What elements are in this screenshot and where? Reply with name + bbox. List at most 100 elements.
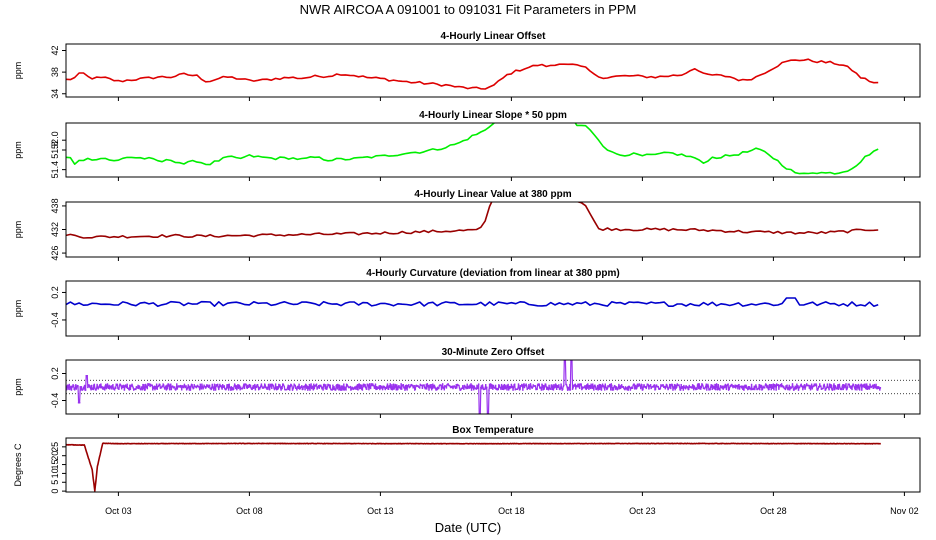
data-point	[527, 387, 530, 390]
data-point	[470, 389, 473, 391]
data-point	[344, 386, 346, 388]
data-point	[584, 387, 587, 390]
data-point	[271, 387, 273, 390]
data-point	[708, 389, 710, 391]
data-point	[300, 386, 302, 388]
data-point	[137, 384, 139, 387]
panel-3: 4-Hourly Linear Value at 380 ppm ppm 426 43…	[13, 189, 921, 261]
data-point	[251, 388, 253, 391]
data-point	[273, 388, 276, 391]
data-point	[349, 386, 351, 389]
data-point	[793, 389, 795, 391]
y-axis-label: ppm	[13, 300, 23, 318]
data-point	[298, 383, 300, 386]
data-point	[376, 388, 378, 390]
data-point	[485, 388, 487, 390]
data-point	[803, 384, 806, 386]
data-point	[595, 388, 598, 391]
data-point	[432, 384, 435, 387]
data-point	[790, 387, 792, 390]
data-point	[274, 387, 276, 390]
data-point	[308, 383, 311, 386]
data-point	[852, 384, 855, 386]
data-point	[799, 384, 802, 386]
data-point	[292, 386, 295, 389]
data-point	[521, 384, 524, 387]
data-point	[748, 386, 751, 388]
data-point	[142, 388, 145, 390]
data-point	[72, 384, 75, 387]
data-point	[718, 387, 721, 390]
data-point	[474, 386, 476, 389]
data-point	[250, 387, 252, 389]
data-point	[507, 383, 509, 386]
data-point	[190, 385, 192, 388]
data-point	[339, 389, 342, 391]
data-point	[700, 386, 703, 389]
data-point	[259, 388, 261, 390]
data-point	[481, 388, 483, 390]
data-point	[555, 384, 557, 386]
data-point	[851, 388, 853, 391]
data-point	[354, 386, 356, 388]
data-point	[235, 387, 237, 390]
data-point	[433, 387, 435, 389]
data-point	[230, 386, 233, 388]
data-point	[456, 387, 458, 389]
data-point	[630, 387, 632, 390]
data-point	[263, 383, 266, 385]
data-point	[201, 385, 204, 388]
data-point	[421, 387, 424, 389]
data-point	[380, 387, 382, 389]
data-point	[243, 383, 245, 385]
data-point	[796, 383, 798, 385]
data-point	[818, 386, 820, 388]
data-point	[346, 383, 348, 386]
data-point	[84, 389, 87, 391]
data-point	[683, 384, 685, 387]
data-point	[488, 389, 490, 391]
data-point	[613, 386, 615, 388]
data-point	[743, 385, 746, 387]
plot-area	[66, 58, 879, 90]
data-point	[233, 385, 235, 388]
data-point	[207, 386, 210, 389]
data-point	[91, 388, 93, 390]
data-point	[455, 387, 457, 390]
data-point	[124, 384, 127, 386]
data-point	[119, 383, 121, 385]
data-point	[614, 385, 616, 387]
data-point	[385, 387, 388, 390]
data-point	[590, 383, 592, 385]
data-point	[721, 387, 723, 389]
data-point	[218, 388, 220, 391]
data-point	[218, 386, 221, 388]
data-point	[830, 386, 832, 389]
data-point	[475, 388, 478, 390]
data-point	[837, 384, 839, 386]
data-point	[450, 386, 452, 389]
data-point	[833, 388, 836, 391]
data-point	[312, 385, 314, 388]
data-point	[350, 388, 353, 390]
data-point	[102, 388, 104, 390]
data-point	[128, 388, 130, 390]
data-point	[634, 387, 637, 389]
data-point	[147, 384, 150, 386]
data-point	[657, 385, 659, 388]
panel-title: 4-Hourly Linear Value at 380 ppm	[414, 189, 571, 200]
data-point	[872, 387, 874, 389]
data-point	[461, 387, 463, 390]
data-point	[442, 387, 444, 389]
data-point	[226, 387, 229, 389]
data-point	[489, 387, 491, 389]
data-point	[801, 385, 804, 387]
data-point	[645, 387, 647, 390]
data-point	[768, 383, 771, 386]
data-point	[635, 384, 637, 387]
data-point	[382, 386, 385, 389]
data-point	[791, 383, 794, 385]
data-point	[90, 384, 93, 387]
series-line	[66, 123, 879, 175]
data-point	[200, 387, 202, 389]
